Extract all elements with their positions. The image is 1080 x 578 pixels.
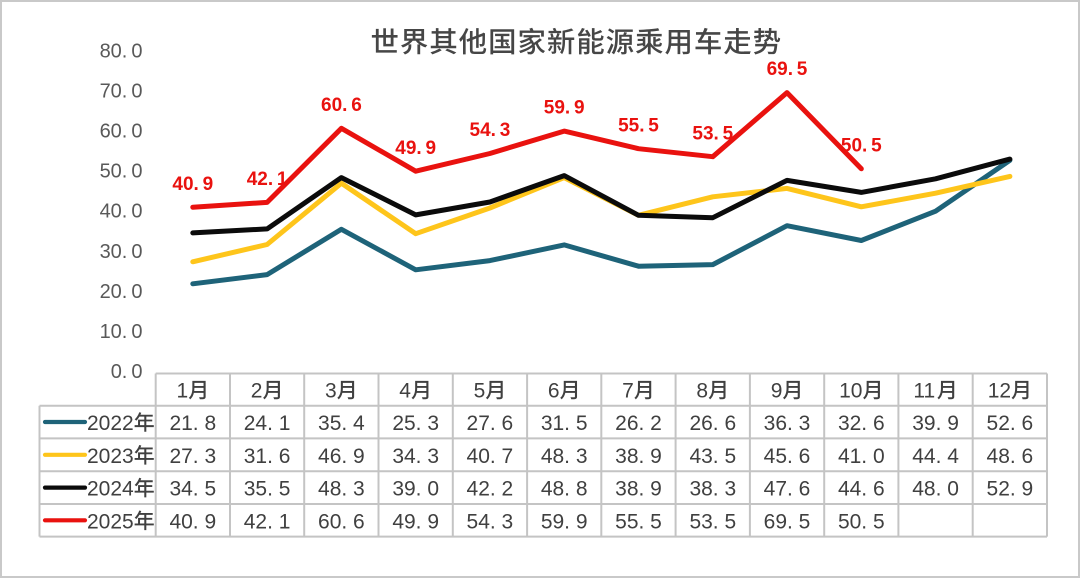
svg-text:53. 5: 53. 5 (692, 123, 733, 144)
svg-text:26. 6: 26. 6 (689, 412, 736, 435)
svg-text:31. 5: 31. 5 (541, 412, 588, 435)
svg-text:3: 3 (325, 380, 337, 403)
svg-text:26. 2: 26. 2 (615, 412, 662, 435)
svg-text:54. 3: 54. 3 (470, 120, 511, 141)
svg-text:6: 6 (548, 380, 560, 403)
svg-text:48. 8: 48. 8 (541, 478, 588, 501)
svg-text:50. 5: 50. 5 (841, 135, 882, 156)
svg-text:40. 0: 40. 0 (100, 201, 143, 223)
svg-text:60. 0: 60. 0 (100, 121, 143, 143)
svg-text:2022: 2022 (87, 412, 134, 435)
svg-text:32. 6: 32. 6 (838, 412, 885, 435)
svg-text:10: 10 (839, 380, 862, 403)
svg-text:24. 1: 24. 1 (244, 412, 291, 435)
svg-text:2023: 2023 (87, 445, 134, 468)
svg-text:50. 5: 50. 5 (838, 510, 885, 533)
svg-text:8: 8 (696, 380, 708, 403)
svg-text:0. 0: 0. 0 (111, 361, 143, 383)
svg-text:38. 9: 38. 9 (615, 478, 662, 501)
svg-text:60. 6: 60. 6 (321, 95, 362, 116)
svg-text:48. 0: 48. 0 (912, 478, 959, 501)
svg-text:41. 0: 41. 0 (838, 445, 885, 468)
svg-text:80. 0: 80. 0 (100, 40, 143, 62)
svg-text:55. 5: 55. 5 (615, 510, 662, 533)
svg-text:27. 6: 27. 6 (467, 412, 514, 435)
svg-text:11: 11 (913, 380, 935, 403)
svg-text:69. 5: 69. 5 (767, 59, 808, 80)
svg-text:9: 9 (771, 380, 783, 403)
svg-text:42. 2: 42. 2 (467, 478, 514, 501)
svg-text:25. 3: 25. 3 (392, 412, 439, 435)
svg-text:54. 3: 54. 3 (467, 510, 514, 533)
svg-text:55. 5: 55. 5 (618, 115, 659, 136)
svg-text:30. 0: 30. 0 (100, 241, 143, 263)
svg-text:1: 1 (177, 380, 189, 403)
svg-text:50. 0: 50. 0 (100, 161, 143, 183)
svg-text:38. 3: 38. 3 (689, 478, 736, 501)
svg-text:35. 5: 35. 5 (244, 478, 291, 501)
svg-text:59. 9: 59. 9 (544, 98, 585, 119)
svg-text:44. 6: 44. 6 (838, 478, 885, 501)
svg-text:40. 9: 40. 9 (169, 510, 216, 533)
svg-text:40. 7: 40. 7 (467, 445, 514, 468)
svg-text:21. 8: 21. 8 (169, 412, 216, 435)
svg-text:31. 6: 31. 6 (244, 445, 291, 468)
svg-text:48. 3: 48. 3 (541, 445, 588, 468)
svg-text:34. 3: 34. 3 (392, 445, 439, 468)
svg-text:10. 0: 10. 0 (100, 321, 143, 343)
svg-text:60. 6: 60. 6 (318, 510, 365, 533)
svg-text:45. 6: 45. 6 (764, 445, 811, 468)
svg-text:69. 5: 69. 5 (764, 510, 811, 533)
svg-text:4: 4 (399, 380, 411, 403)
svg-text:34. 5: 34. 5 (169, 478, 216, 501)
svg-text:44. 4: 44. 4 (912, 445, 959, 468)
svg-text:7: 7 (622, 380, 634, 403)
svg-text:70. 0: 70. 0 (100, 81, 143, 103)
svg-text:52. 9: 52. 9 (987, 478, 1034, 501)
svg-text:2025: 2025 (87, 510, 134, 533)
svg-text:2024: 2024 (87, 478, 134, 501)
svg-text:20. 0: 20. 0 (100, 281, 143, 303)
svg-text:49. 9: 49. 9 (395, 138, 436, 159)
svg-text:53. 5: 53. 5 (689, 510, 736, 533)
svg-text:47. 6: 47. 6 (764, 478, 811, 501)
svg-text:46. 9: 46. 9 (318, 445, 365, 468)
svg-text:43. 5: 43. 5 (689, 445, 736, 468)
svg-text:38. 9: 38. 9 (615, 445, 662, 468)
svg-text:2: 2 (251, 380, 263, 403)
svg-text:49. 9: 49. 9 (392, 510, 439, 533)
svg-text:48. 3: 48. 3 (318, 478, 365, 501)
svg-text:39. 0: 39. 0 (392, 478, 439, 501)
svg-text:27. 3: 27. 3 (169, 445, 216, 468)
svg-text:12: 12 (988, 380, 1011, 403)
svg-text:59. 9: 59. 9 (541, 510, 588, 533)
svg-text:48. 6: 48. 6 (987, 445, 1034, 468)
svg-text:5: 5 (474, 380, 486, 403)
svg-text:39. 9: 39. 9 (912, 412, 959, 435)
svg-text:42. 1: 42. 1 (244, 510, 291, 533)
svg-text:52. 6: 52. 6 (987, 412, 1034, 435)
svg-text:36. 3: 36. 3 (764, 412, 811, 435)
svg-text:35. 4: 35. 4 (318, 412, 365, 435)
svg-text:42. 1: 42. 1 (247, 169, 288, 190)
svg-text:40. 9: 40. 9 (172, 174, 213, 195)
